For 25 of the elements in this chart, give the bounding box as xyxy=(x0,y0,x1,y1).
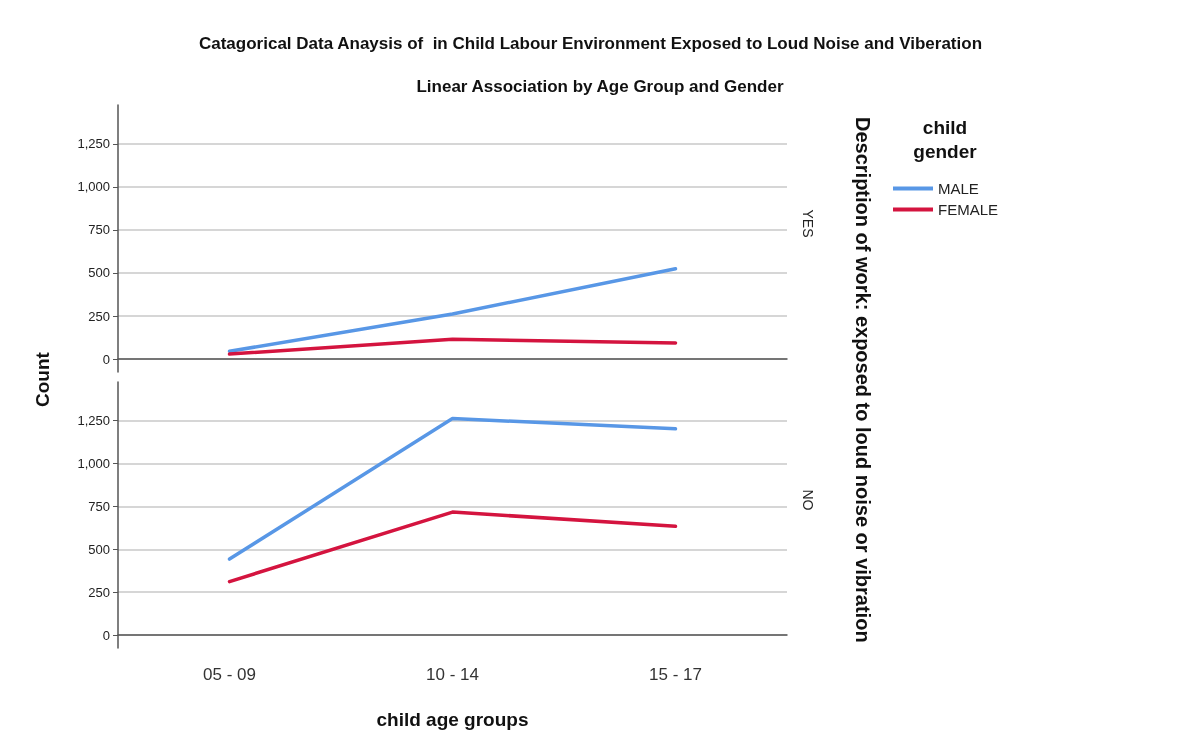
y-tick-label: 0 xyxy=(102,351,110,367)
y-axis-title: Count xyxy=(32,351,54,410)
legend-title: child gender xyxy=(913,116,978,162)
chart-title: Catagorical Data Anaysis of in Child Labour Environment Exposed to Loud Noise and Viberation xyxy=(198,34,983,53)
x-tick-label: 05 - 09 xyxy=(203,665,256,684)
y-tick-label: 0 xyxy=(102,627,110,643)
text: NO xyxy=(800,489,816,511)
chart-subtitle: Linear Association by Age Group and Gender xyxy=(416,77,784,96)
text: YES xyxy=(800,209,816,238)
y-tick-label: 500 xyxy=(88,541,110,557)
y-tick-label: 1,250 xyxy=(77,413,110,429)
y-tick-label: 1,000 xyxy=(77,456,110,472)
y-tick-label: 750 xyxy=(88,498,110,514)
y-tick-label: 750 xyxy=(88,222,110,238)
y-tick-label: 1,000 xyxy=(77,179,110,195)
y-tick-label: 500 xyxy=(88,265,110,281)
x-tick-label: 15 - 17 xyxy=(649,665,702,684)
x-axis-title: child age groups xyxy=(376,709,529,730)
x-tick-label: 10 - 14 xyxy=(426,665,479,684)
y-tick-label: 1,250 xyxy=(77,136,110,152)
legend-label: MALE xyxy=(938,180,979,197)
y-tick-label: 250 xyxy=(88,584,110,600)
legend-label: FEMALE xyxy=(938,201,999,218)
text: Description of work: exposed to loud noise or vibration xyxy=(851,115,874,645)
y-tick-label: 250 xyxy=(88,308,110,324)
